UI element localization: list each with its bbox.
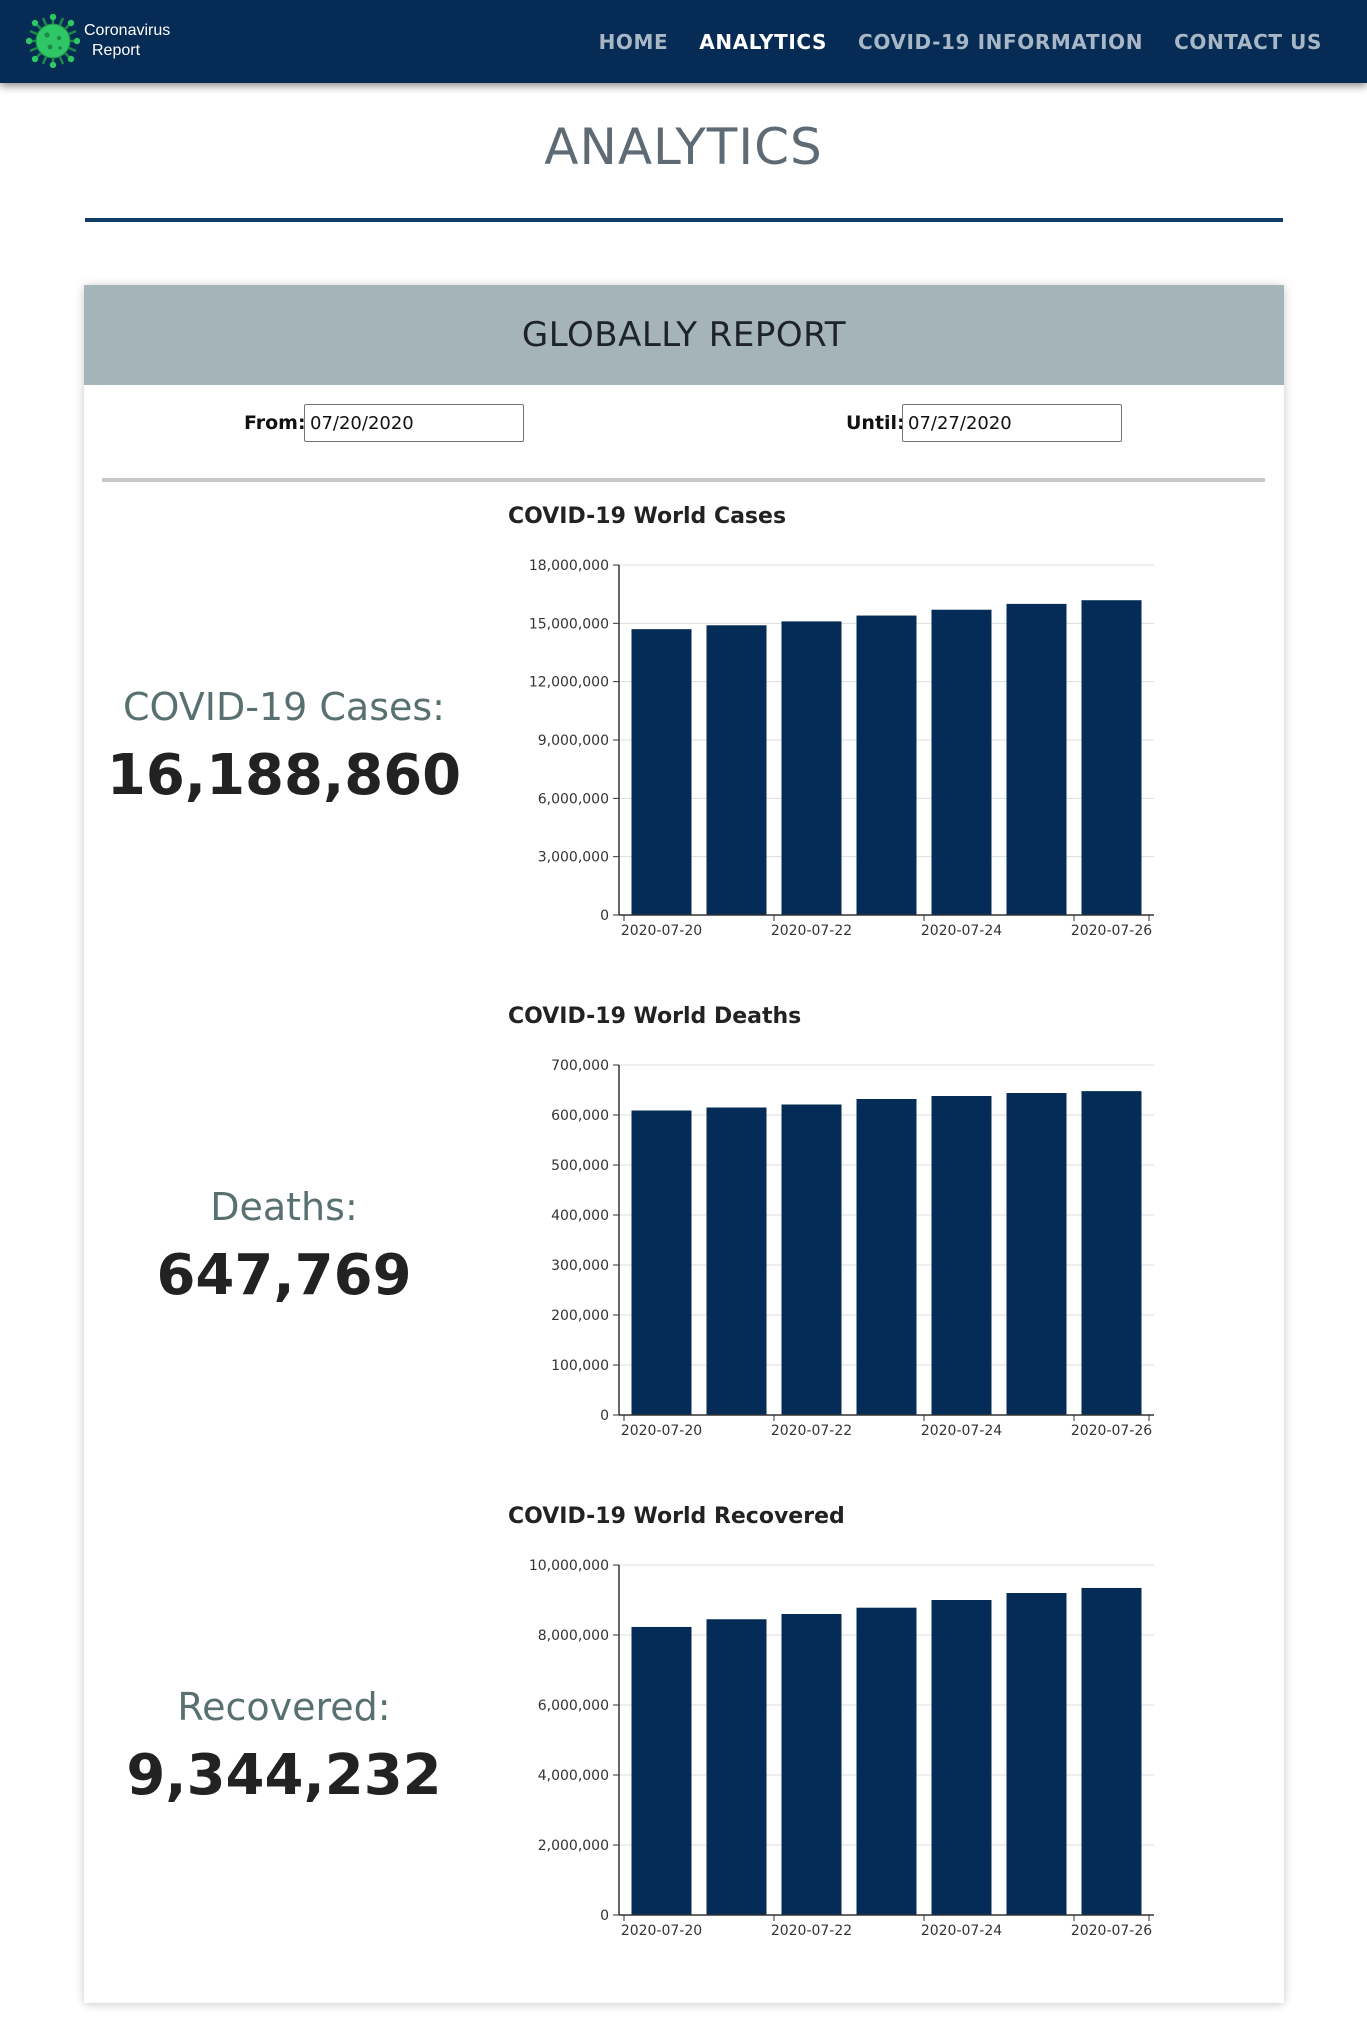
x-tick-label: 2020-07-22 [771, 923, 852, 939]
deaths-bar-chart: 0 100,000 200,000 300,000 400,000 500,000 600,… [551, 1058, 1154, 1439]
nav-analytics-link[interactable]: ANALYTICS [699, 29, 828, 54]
bar-2020-07-24 [931, 609, 992, 915]
cases-value: 16,188,860 [106, 743, 462, 808]
y-tick-label: 0 [600, 908, 609, 924]
x-tick-label: 2020-07-20 [621, 1923, 702, 1939]
nav-home-link[interactable]: HOME [598, 29, 669, 54]
section-divider [102, 478, 1265, 482]
nav-menu: HOME ANALYTICS COVID-19 INFORMATION CONT… [568, 0, 1322, 83]
y-tick-label: 500,000 [551, 1158, 609, 1174]
x-tick-label: 2020-07-20 [621, 923, 702, 939]
bar-2020-07-21 [706, 1107, 767, 1415]
y-tick-label: 300,000 [551, 1258, 609, 1274]
y-tick-label: 6,000,000 [538, 1698, 609, 1714]
bar-2020-07-21 [706, 1619, 767, 1915]
bar-2020-07-23 [856, 615, 917, 915]
brand-line1: Coronavirus [84, 22, 171, 39]
from-label: From: [244, 412, 306, 434]
y-tick-label: 9,000,000 [538, 733, 609, 749]
bar-2020-07-26 [1081, 600, 1142, 915]
nav-covid-information-link[interactable]: COVID-19 INFORMATION [858, 29, 1144, 54]
bar-2020-07-20 [631, 1626, 692, 1915]
bar-2020-07-21 [706, 625, 767, 915]
y-tick-label: 15,000,000 [529, 616, 609, 632]
y-tick-label: 100,000 [551, 1358, 609, 1374]
x-tick-label: 2020-07-22 [771, 1923, 852, 1939]
x-tick-label: 2020-07-20 [621, 1423, 702, 1439]
deaths-chart-title: COVID-19 World Deaths [508, 1004, 802, 1029]
y-tick-label: 18,000,000 [529, 558, 609, 574]
bar-2020-07-26 [1081, 1091, 1142, 1415]
bar-2020-07-25 [1006, 603, 1067, 915]
y-tick-label: 12,000,000 [529, 675, 609, 691]
bar-2020-07-23 [856, 1607, 917, 1915]
y-tick-label: 10,000,000 [529, 1558, 609, 1574]
recovered-value: 9,344,232 [126, 1743, 442, 1808]
y-tick-label: 0 [600, 1408, 609, 1424]
cases-chart-title: COVID-19 World Cases [508, 504, 787, 529]
title-underline [85, 218, 1283, 222]
until-date-input[interactable] [902, 404, 1122, 442]
bar-2020-07-22 [781, 1104, 842, 1415]
virus-icon [26, 14, 80, 68]
top-navbar: Coronavirus Report HOME ANALYTICS COVID-… [0, 0, 1367, 83]
y-tick-label: 400,000 [551, 1208, 609, 1224]
brand-line2: Report [92, 42, 141, 59]
brand-name: Coronavirus Report [84, 21, 170, 61]
cases-label: COVID-19 Cases: [123, 685, 445, 729]
bar-2020-07-24 [931, 1096, 992, 1415]
recovered-chart-title: COVID-19 World Recovered [508, 1504, 845, 1529]
bar-2020-07-22 [781, 1614, 842, 1915]
brand-logo[interactable]: Coronavirus Report [26, 14, 170, 68]
bar-2020-07-20 [631, 629, 692, 915]
recovered-label: Recovered: [177, 1685, 391, 1729]
bar-2020-07-25 [1006, 1593, 1067, 1915]
nav-contact-us-link[interactable]: CONTACT US [1174, 29, 1322, 54]
until-label: Until: [846, 412, 905, 434]
cases-bar-chart: 0 3,000,000 6,000,000 9,000,000 12,000,000 15… [529, 558, 1154, 939]
recovered-bar-chart: 0 2,000,000 4,000,000 6,000,000 8,000,000 10,… [529, 1558, 1154, 1939]
global-report-card: GLOBALLY REPORT From: Until: COVID-19 Ca… [84, 285, 1284, 2003]
bar-2020-07-22 [781, 621, 842, 915]
y-tick-label: 200,000 [551, 1308, 609, 1324]
bar-2020-07-25 [1006, 1093, 1067, 1415]
x-tick-label: 2020-07-26 [1071, 923, 1152, 939]
y-tick-label: 2,000,000 [538, 1838, 609, 1854]
deaths-value: 647,769 [156, 1243, 412, 1308]
x-tick-label: 2020-07-26 [1071, 1923, 1152, 1939]
x-tick-label: 2020-07-24 [921, 923, 1002, 939]
deaths-label: Deaths: [210, 1185, 358, 1229]
x-tick-label: 2020-07-22 [771, 1423, 852, 1439]
y-tick-label: 6,000,000 [538, 791, 609, 807]
bar-2020-07-26 [1081, 1587, 1142, 1915]
y-tick-label: 0 [600, 1908, 609, 1924]
bar-2020-07-23 [856, 1099, 917, 1415]
y-tick-label: 8,000,000 [538, 1628, 609, 1644]
from-date-input[interactable] [304, 404, 524, 442]
x-tick-label: 2020-07-24 [921, 1923, 1002, 1939]
bar-2020-07-20 [631, 1110, 692, 1415]
y-tick-label: 3,000,000 [538, 850, 609, 866]
y-tick-label: 700,000 [551, 1058, 609, 1074]
x-tick-label: 2020-07-24 [921, 1423, 1002, 1439]
report-header: GLOBALLY REPORT [84, 285, 1284, 385]
y-tick-label: 4,000,000 [538, 1768, 609, 1784]
bar-2020-07-24 [931, 1600, 992, 1915]
x-tick-label: 2020-07-26 [1071, 1423, 1152, 1439]
y-tick-label: 600,000 [551, 1108, 609, 1124]
page-title: ANALYTICS [544, 118, 823, 176]
